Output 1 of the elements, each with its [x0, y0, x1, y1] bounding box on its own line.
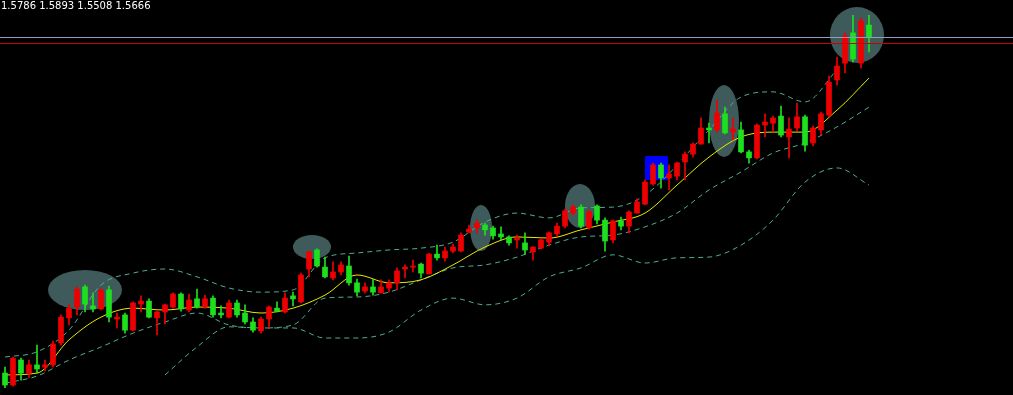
text: 1.5786 1.5893 1.5508 1.5666: [1, 0, 151, 12]
